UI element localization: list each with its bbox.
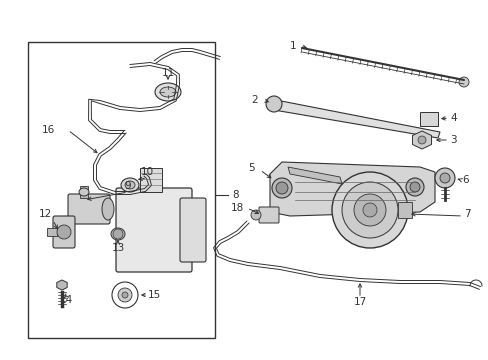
Circle shape bbox=[458, 77, 468, 87]
FancyBboxPatch shape bbox=[53, 216, 75, 248]
Text: 14: 14 bbox=[59, 295, 73, 305]
Text: 8: 8 bbox=[231, 190, 238, 200]
Text: 16: 16 bbox=[41, 125, 55, 135]
Ellipse shape bbox=[125, 181, 135, 189]
FancyBboxPatch shape bbox=[68, 194, 110, 224]
Bar bbox=[140, 168, 162, 192]
Text: 6: 6 bbox=[461, 175, 468, 185]
Circle shape bbox=[362, 203, 376, 217]
Text: 15: 15 bbox=[148, 290, 161, 300]
Text: 5: 5 bbox=[248, 163, 254, 173]
FancyBboxPatch shape bbox=[259, 207, 279, 223]
Text: 13: 13 bbox=[111, 243, 124, 253]
Bar bbox=[28, 42, 215, 338]
Circle shape bbox=[271, 178, 291, 198]
FancyBboxPatch shape bbox=[180, 198, 205, 262]
Ellipse shape bbox=[111, 228, 125, 240]
Text: 2: 2 bbox=[251, 95, 258, 105]
Circle shape bbox=[417, 136, 425, 144]
Ellipse shape bbox=[155, 83, 181, 101]
Bar bbox=[419, 112, 437, 126]
Circle shape bbox=[409, 182, 419, 192]
Circle shape bbox=[57, 225, 71, 239]
Circle shape bbox=[353, 194, 385, 226]
Circle shape bbox=[113, 229, 123, 239]
Circle shape bbox=[118, 288, 132, 302]
Circle shape bbox=[405, 178, 423, 196]
Polygon shape bbox=[57, 280, 67, 290]
Text: 4: 4 bbox=[449, 113, 456, 123]
Text: 18: 18 bbox=[230, 203, 244, 213]
Text: 3: 3 bbox=[449, 135, 456, 145]
Text: 1: 1 bbox=[289, 41, 295, 51]
FancyBboxPatch shape bbox=[116, 188, 192, 272]
Bar bbox=[80, 186, 88, 198]
Ellipse shape bbox=[121, 178, 139, 192]
Circle shape bbox=[434, 168, 454, 188]
Circle shape bbox=[341, 182, 397, 238]
Text: 11: 11 bbox=[161, 68, 174, 78]
Bar bbox=[47, 228, 57, 236]
Text: 12: 12 bbox=[39, 209, 52, 219]
Polygon shape bbox=[287, 167, 341, 184]
Text: 9: 9 bbox=[124, 181, 131, 191]
Circle shape bbox=[265, 96, 282, 112]
Text: 10: 10 bbox=[140, 167, 153, 177]
Polygon shape bbox=[412, 131, 430, 149]
Ellipse shape bbox=[79, 188, 89, 196]
Circle shape bbox=[122, 292, 128, 298]
Text: 7: 7 bbox=[463, 209, 469, 219]
Ellipse shape bbox=[102, 198, 114, 220]
Ellipse shape bbox=[160, 87, 176, 97]
Bar bbox=[397, 202, 411, 218]
Text: 17: 17 bbox=[353, 297, 366, 307]
Circle shape bbox=[250, 210, 261, 220]
Circle shape bbox=[331, 172, 407, 248]
Circle shape bbox=[275, 182, 287, 194]
Circle shape bbox=[439, 173, 449, 183]
Polygon shape bbox=[269, 162, 434, 216]
Polygon shape bbox=[267, 100, 439, 138]
